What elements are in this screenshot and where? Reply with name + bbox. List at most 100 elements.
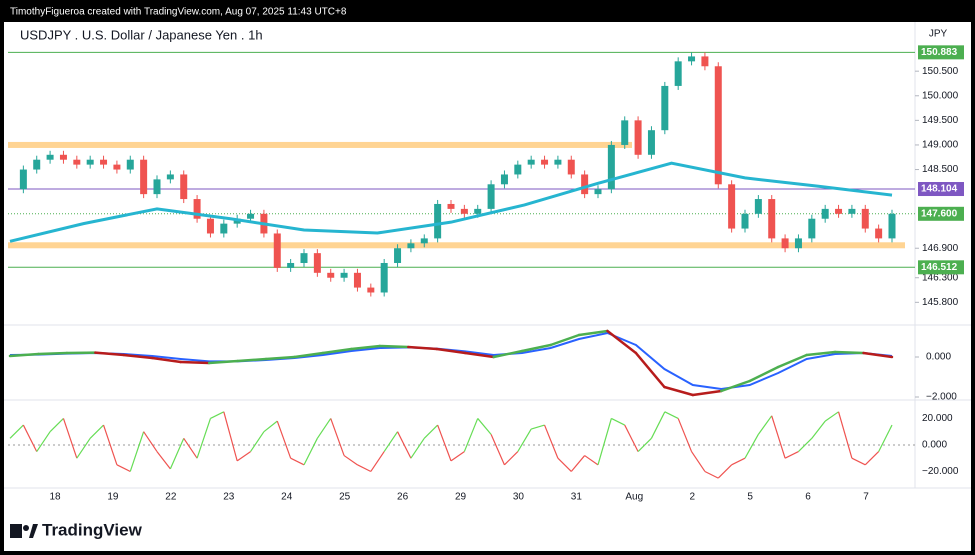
oscillator-line <box>316 418 332 439</box>
oscillator-line <box>824 411 839 422</box>
macd-fast <box>122 353 154 360</box>
oscillator-line <box>357 464 372 473</box>
oscillator-line <box>116 464 131 473</box>
candle <box>875 228 883 239</box>
price-label: 147.600 <box>921 208 958 219</box>
price-label: 146.512 <box>921 262 958 273</box>
y-tick-label: −2.000 <box>926 392 957 403</box>
oscillator-line <box>169 438 185 470</box>
candle <box>554 159 562 165</box>
candle <box>527 159 535 165</box>
candle <box>647 130 655 155</box>
x-tick-label: Aug <box>625 492 643 503</box>
oscillator-line <box>370 451 385 472</box>
macd-fast <box>634 351 666 389</box>
macd-fast <box>236 357 268 363</box>
oscillator-line <box>223 411 238 462</box>
candle <box>113 164 121 170</box>
macd-fast <box>407 345 439 351</box>
oscillator-line <box>290 457 305 466</box>
candle <box>688 56 696 62</box>
oscillator-line <box>250 431 265 452</box>
oscillator-line <box>276 420 292 459</box>
brand-logo <box>10 524 38 538</box>
oscillator-line <box>637 437 652 453</box>
candle <box>728 184 736 229</box>
candle <box>100 159 108 165</box>
oscillator-line <box>383 431 399 452</box>
x-tick-label: 22 <box>165 492 177 503</box>
candle <box>621 120 629 145</box>
candle <box>247 213 255 219</box>
macd-fast <box>207 359 239 365</box>
x-tick-label: 18 <box>49 492 61 503</box>
macd-fast <box>378 344 410 349</box>
oscillator-line <box>531 424 545 430</box>
candle <box>380 262 388 293</box>
candle <box>607 144 615 190</box>
oscillator-line <box>143 431 158 452</box>
oscillator-line <box>811 420 826 439</box>
candle <box>701 56 709 67</box>
candle <box>206 218 214 234</box>
oscillator-line <box>343 455 358 466</box>
candle <box>367 287 375 293</box>
oscillator-line <box>624 424 639 452</box>
candle <box>447 203 455 209</box>
macd-fast <box>776 353 808 369</box>
oscillator-line <box>196 418 212 459</box>
macd-fast <box>321 347 353 355</box>
y-tick-label: 149.000 <box>922 140 959 151</box>
candle <box>661 85 669 131</box>
candle <box>273 233 281 268</box>
candle <box>794 238 802 249</box>
oscillator-line <box>236 451 251 462</box>
oscillator-line <box>771 415 786 459</box>
macd-fast <box>663 385 695 397</box>
oscillator-line <box>437 424 452 462</box>
x-tick-label: 26 <box>397 492 409 503</box>
x-tick-label: 5 <box>747 492 753 503</box>
oscillator-line <box>210 411 225 419</box>
zone <box>8 242 905 249</box>
macd-fast <box>833 350 865 355</box>
x-tick-label: 7 <box>863 492 869 503</box>
candle <box>741 213 749 229</box>
candle <box>19 169 27 190</box>
currency: JPY <box>929 29 948 40</box>
oscillator-line <box>102 424 118 466</box>
credit: TimothyFigueroa created with TradingView… <box>10 7 347 18</box>
oscillator-line <box>423 424 439 439</box>
y-tick-label: −20.000 <box>922 466 959 477</box>
oscillator-line <box>183 437 198 459</box>
macd-fast <box>151 356 182 364</box>
oscillator-line <box>490 434 506 466</box>
macd-fast <box>862 351 894 359</box>
y-tick-label: 150.000 <box>922 90 959 101</box>
macd-fast <box>577 329 609 337</box>
y-tick-label: 146.300 <box>922 272 959 283</box>
candle <box>861 208 869 229</box>
oscillator-line <box>731 457 746 466</box>
oscillator-line <box>878 424 893 452</box>
candle <box>487 184 495 209</box>
price-label-bg <box>918 45 964 60</box>
macd-fast <box>179 360 211 365</box>
candle <box>768 199 776 239</box>
oscillator-line <box>62 418 78 459</box>
candle <box>126 159 134 170</box>
oscillator-line <box>664 411 679 419</box>
candle <box>353 272 361 288</box>
candle <box>754 199 762 214</box>
oscillator-line <box>717 464 733 479</box>
candle <box>300 253 308 263</box>
x-tick-label: 30 <box>513 492 525 503</box>
candle <box>848 208 856 214</box>
macd-fast <box>720 379 751 393</box>
macd-fast <box>350 344 382 351</box>
oscillator-line <box>397 431 412 459</box>
candle <box>460 208 468 214</box>
oscillator-line <box>557 457 572 472</box>
oscillator-line <box>22 424 38 452</box>
